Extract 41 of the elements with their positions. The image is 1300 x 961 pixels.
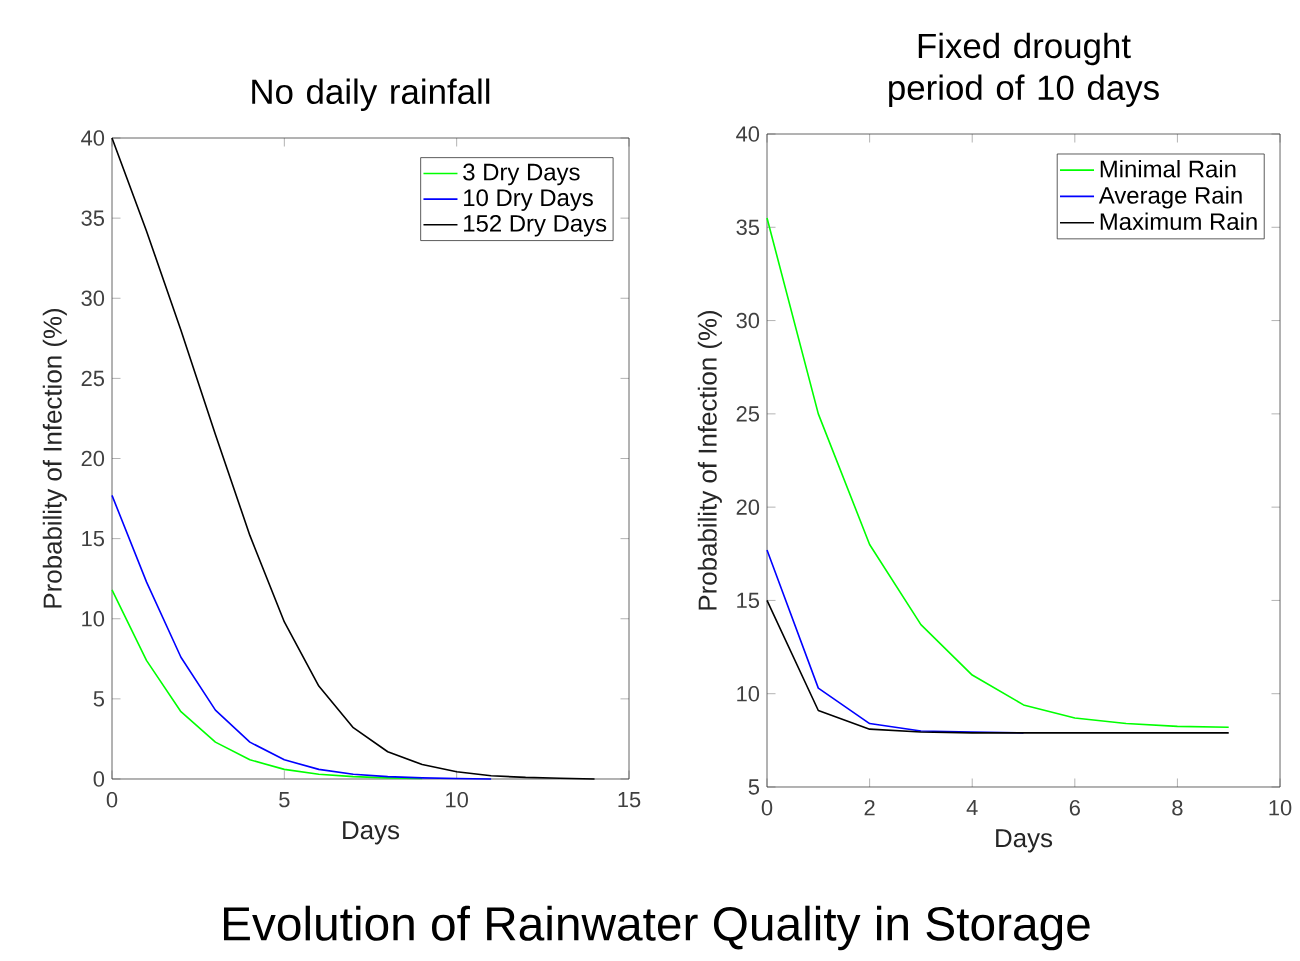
y-tick-label: 35 bbox=[736, 219, 760, 236]
x-tick-label: 0 bbox=[761, 800, 773, 816]
x-tick-label: 0 bbox=[106, 792, 118, 808]
legend-label: Minimal Rain bbox=[1100, 159, 1236, 178]
y-tick-label: 40 bbox=[81, 130, 105, 146]
y-tick-label: 10 bbox=[82, 611, 105, 627]
x-axis-title: Days bbox=[996, 829, 1053, 853]
y-tick-label: 40 bbox=[736, 126, 760, 142]
x-tick-label: 5 bbox=[279, 792, 290, 808]
text: Evolution of Rainwater Quality in Storage bbox=[224, 905, 1090, 951]
y-axis-title: Probability of Infection (%) bbox=[697, 310, 722, 610]
y-axis-title: Probability of Infection (%) bbox=[42, 308, 67, 608]
y-tick-label: 10 bbox=[737, 685, 760, 702]
legend-label: Average Rain bbox=[1098, 186, 1242, 209]
y-tick-label: 5 bbox=[93, 691, 105, 707]
y-tick-label: 15 bbox=[737, 592, 760, 609]
y-tick-label: 15 bbox=[82, 530, 105, 547]
chart-title: No daily rainfall bbox=[252, 78, 490, 112]
legend-label: Maximum Rain bbox=[1100, 212, 1257, 231]
y-tick-label: 20 bbox=[81, 450, 105, 467]
y-tick-label: 25 bbox=[81, 370, 105, 387]
x-axis-title: Days bbox=[343, 821, 400, 845]
x-tick-label: 4 bbox=[966, 800, 978, 816]
y-tick-label: 5 bbox=[748, 779, 760, 795]
legend-label: 152 Dry Days bbox=[464, 214, 607, 237]
legend-label: 10 Dry Days bbox=[464, 189, 593, 211]
x-tick-label: 2 bbox=[864, 800, 875, 816]
x-tick-label: 10 bbox=[446, 792, 468, 808]
x-tick-label: 15 bbox=[618, 792, 641, 808]
chart-title: Fixed drought period of 10 days bbox=[889, 32, 1159, 108]
x-tick-label: 6 bbox=[1069, 800, 1080, 816]
line-series bbox=[111, 494, 492, 780]
x-tick-label: 10 bbox=[1269, 800, 1292, 816]
y-tick-label: 25 bbox=[736, 406, 760, 422]
y-tick-label: 20 bbox=[736, 499, 760, 515]
y-tick-label: 35 bbox=[81, 210, 105, 226]
y-tick-label: 0 bbox=[93, 771, 105, 787]
y-tick-label: 30 bbox=[81, 290, 105, 307]
y-tick-label: 30 bbox=[736, 312, 760, 329]
legend-label: 3 Dry Days bbox=[463, 163, 580, 186]
x-tick-label: 8 bbox=[1172, 800, 1183, 816]
